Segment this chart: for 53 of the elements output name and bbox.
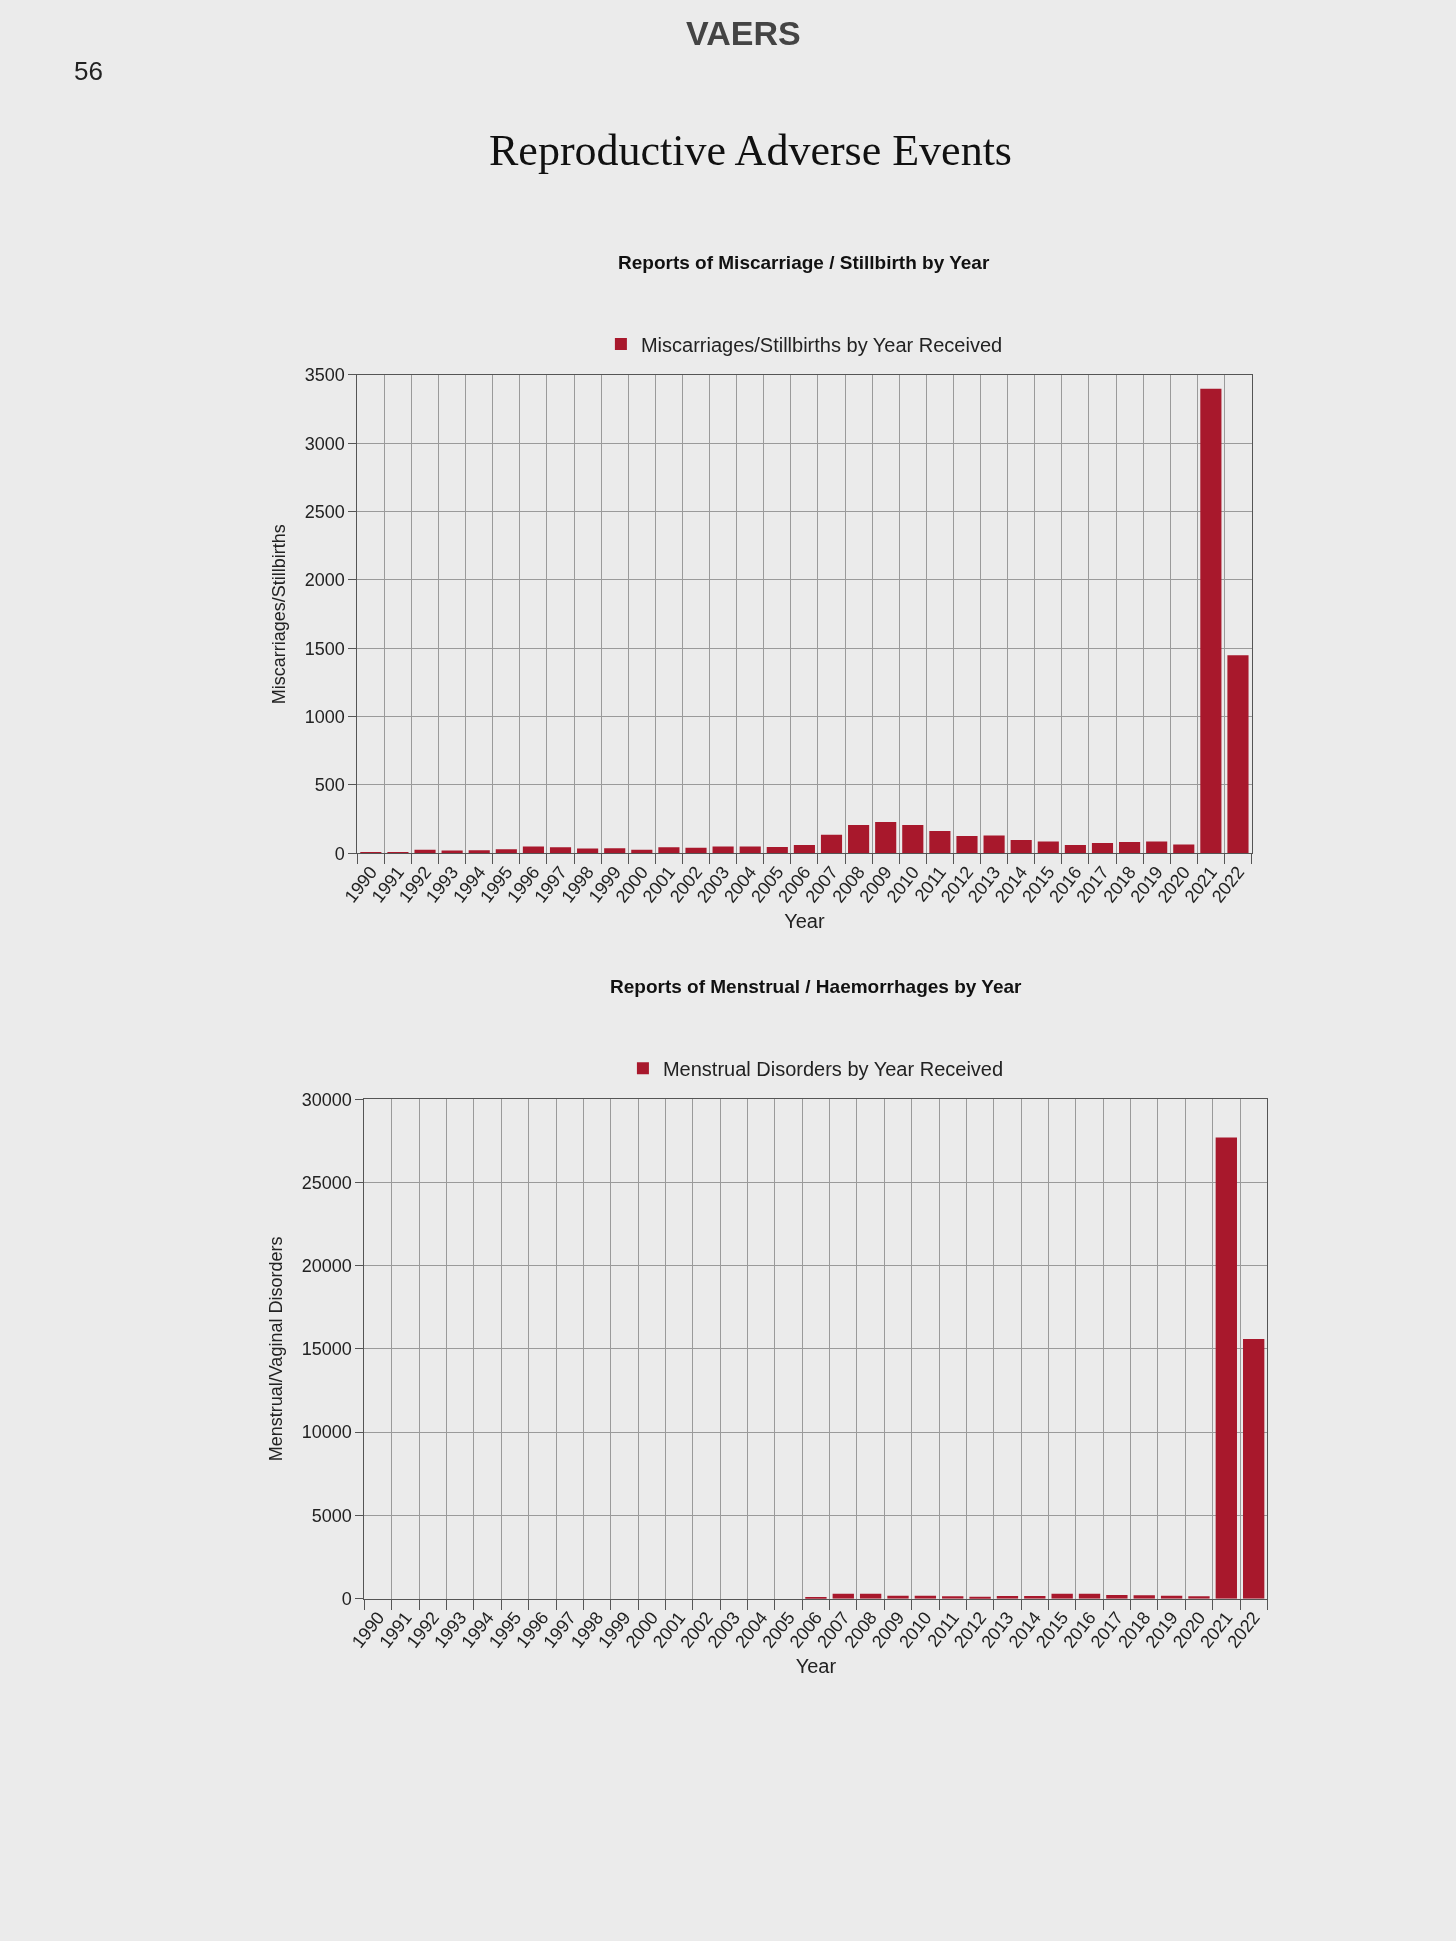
y-tick-label: 10000 <box>301 1422 352 1443</box>
bar <box>1215 1137 1237 1599</box>
text: 56 <box>74 56 103 86</box>
bar <box>956 836 978 854</box>
bar <box>1037 841 1059 854</box>
y-tick-label: 2000 <box>304 570 345 591</box>
bar <box>1227 655 1249 854</box>
y-tick-label: 25000 <box>301 1172 352 1193</box>
bar <box>685 847 707 854</box>
y-tick-label: 2500 <box>304 501 345 522</box>
y-axis-title: Menstrual/Vaginal Disorders <box>266 1236 287 1462</box>
x-axis-title: Year <box>795 1655 837 1678</box>
bar <box>1119 841 1141 854</box>
chart-title: Reports of Menstrual / Haemorrhages by Year <box>610 976 1023 997</box>
bar <box>495 849 517 854</box>
text: VAERS <box>686 14 801 52</box>
y-tick-label: 15000 <box>301 1339 352 1360</box>
bar <box>1064 844 1086 854</box>
y-tick-label: 0 <box>341 1588 352 1609</box>
bar <box>549 847 572 854</box>
bar <box>1010 839 1032 854</box>
y-tick-label: 1500 <box>304 638 345 659</box>
y-axis-title: Miscarriages/Stillbirths <box>268 524 289 705</box>
y-tick-label: 500 <box>314 775 345 796</box>
y-tick-label: 20000 <box>301 1256 352 1276</box>
legend-label: Menstrual Disorders by Year Received <box>662 1057 1004 1080</box>
bar <box>658 847 680 854</box>
bar <box>793 845 815 854</box>
bar <box>983 835 1005 854</box>
bar <box>820 834 843 854</box>
bar <box>1243 1338 1265 1599</box>
y-tick-label: 1000 <box>304 706 345 727</box>
bar <box>902 825 924 854</box>
bar <box>766 846 788 854</box>
x-axis-title: Year <box>784 909 825 932</box>
y-tick-label: 0 <box>334 843 345 864</box>
bar <box>1173 844 1195 854</box>
y-tick-label: 5000 <box>311 1505 352 1526</box>
bar <box>1200 388 1222 854</box>
y-tick-label: 3500 <box>304 365 345 386</box>
bar <box>604 848 626 854</box>
bar <box>929 831 951 854</box>
text: Reproductive Adverse Events <box>489 126 1012 175</box>
bar <box>468 850 490 854</box>
bar <box>1146 841 1168 854</box>
bar <box>875 822 897 854</box>
bar <box>1091 842 1114 854</box>
y-tick-label: 3000 <box>304 433 345 454</box>
bar <box>848 825 870 854</box>
chart-title: Reports of Miscarriage / Stillbirth by Year <box>618 252 990 273</box>
bar <box>577 848 599 854</box>
y-tick-label: 30000 <box>301 1089 352 1110</box>
legend-label: Miscarriages/Stillbirths by Year Received <box>640 333 1003 356</box>
